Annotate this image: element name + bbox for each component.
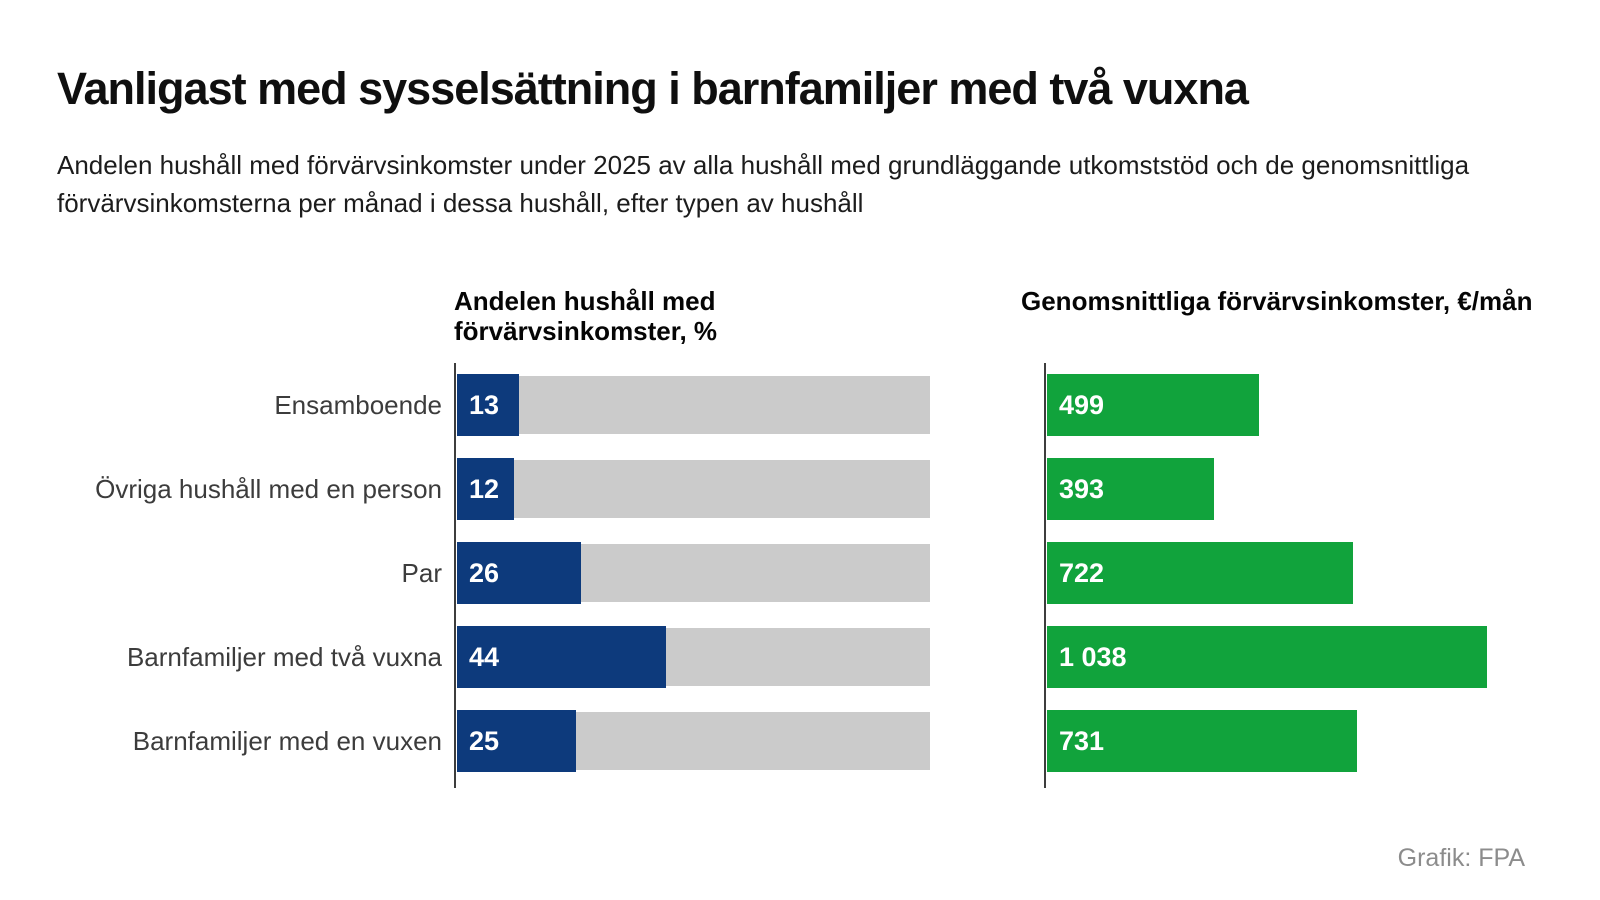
euro-bar-cell: 393 <box>1044 458 1570 520</box>
euro-bar-cell: 1 038 <box>1044 626 1570 688</box>
category-label: Barnfamiljer med två vuxna <box>126 641 442 672</box>
spacer <box>930 542 1044 604</box>
percent-bar-cell: 12 <box>454 458 930 520</box>
percent-bar-cell: 25 <box>454 710 930 772</box>
category-label: Par <box>401 557 442 588</box>
percent-value-label: 25 <box>469 725 500 756</box>
chart-headers: Andelen hushåll med förvärvsinkomster, %… <box>57 286 1600 346</box>
percent-bar: 25 <box>457 710 576 772</box>
percent-bar-track <box>457 376 930 434</box>
euro-bar: 722 <box>1047 542 1354 604</box>
euro-bar: 1 038 <box>1047 626 1488 688</box>
percent-bar-cell: 13 <box>454 374 930 436</box>
euro-bar-cell: 731 <box>1044 710 1570 772</box>
percent-value-label: 12 <box>469 473 500 504</box>
euro-bar: 393 <box>1047 458 1214 520</box>
spacer <box>930 458 1044 520</box>
euro-bar-cell: 499 <box>1044 374 1570 436</box>
percent-value-label: 26 <box>469 557 500 588</box>
euro-bar-cell: 722 <box>1044 542 1570 604</box>
percent-bar-track <box>457 460 930 518</box>
infographic: Vanligast med sysselsättning i barnfamil… <box>0 64 1600 900</box>
page-title: Vanligast med sysselsättning i barnfamil… <box>57 63 1249 114</box>
left-axis-line <box>454 363 456 788</box>
credit-label: Grafik: FPA <box>1397 844 1525 872</box>
euro-bar: 731 <box>1047 710 1358 772</box>
percent-value-label: 13 <box>469 389 500 420</box>
right-axis-line <box>1044 363 1046 788</box>
percent-value-label: 44 <box>469 641 500 672</box>
euro-value-label: 731 <box>1059 725 1105 756</box>
euro-value-label: 1 038 <box>1059 641 1127 672</box>
bar-chart-grid: Ensamboende 13 499 Övriga hushåll med en pe… <box>57 363 1600 788</box>
euro-value-label: 722 <box>1059 557 1105 588</box>
euro-value-label: 393 <box>1059 473 1105 504</box>
euro-value-label: 499 <box>1059 389 1105 420</box>
spacer <box>930 374 1044 436</box>
euro-bar: 499 <box>1047 374 1259 436</box>
percent-bar: 12 <box>457 458 515 520</box>
category-label: Övriga hushåll med en person <box>95 473 442 504</box>
percent-bar-cell: 26 <box>454 542 930 604</box>
subtitle-line-1: Andelen hushåll med förvärvsinkomster un… <box>57 150 1470 180</box>
left-chart-title: Andelen hushåll med förvärvsinkomster, % <box>454 286 718 346</box>
percent-bar-cell: 44 <box>454 626 930 688</box>
page-subtitle: Andelen hushåll med förvärvsinkomster un… <box>57 146 1477 222</box>
percent-bar: 26 <box>457 542 581 604</box>
spacer <box>930 626 1044 688</box>
category-label: Ensamboende <box>274 389 442 420</box>
percent-bar: 13 <box>457 374 519 436</box>
spacer <box>930 710 1044 772</box>
category-label: Barnfamiljer med en vuxen <box>132 725 442 756</box>
subtitle-line-2: förvärvsinkomsterna per månad i dessa hu… <box>57 188 864 218</box>
right-chart-title: Genomsnittliga förvärvsinkomster, €/mån <box>1021 286 1533 316</box>
percent-bar: 44 <box>457 626 667 688</box>
